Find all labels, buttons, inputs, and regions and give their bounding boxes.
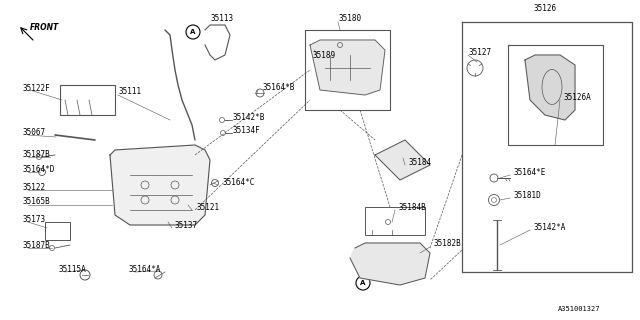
Polygon shape (350, 243, 430, 285)
Polygon shape (375, 140, 430, 180)
Text: 35122F: 35122F (22, 84, 50, 92)
Text: 35137: 35137 (174, 220, 197, 229)
Text: 35165B: 35165B (22, 197, 50, 206)
Text: 35067: 35067 (22, 127, 45, 137)
Text: A: A (360, 280, 365, 286)
Polygon shape (310, 40, 385, 95)
Text: 35115A: 35115A (58, 266, 86, 275)
Text: 35122: 35122 (22, 182, 45, 191)
Text: 35121: 35121 (196, 203, 219, 212)
Text: 35187B: 35187B (22, 149, 50, 158)
Text: 35182B: 35182B (433, 239, 461, 249)
Text: 35164*D: 35164*D (22, 164, 54, 173)
Text: 35126: 35126 (533, 4, 556, 12)
Text: 35113: 35113 (210, 13, 233, 22)
Text: 35164*C: 35164*C (222, 178, 254, 187)
Text: A351001327: A351001327 (557, 306, 600, 312)
Text: FRONT: FRONT (30, 23, 60, 32)
Text: 35164*E: 35164*E (513, 167, 545, 177)
Text: 35164*B: 35164*B (262, 83, 294, 92)
Text: 35173: 35173 (22, 215, 45, 225)
Bar (365, 207, 425, 235)
Text: 35134F: 35134F (232, 125, 260, 134)
Text: 35126A: 35126A (563, 92, 591, 101)
Bar (60, 85, 115, 115)
Text: 35127: 35127 (468, 47, 491, 57)
Polygon shape (525, 55, 575, 120)
Text: 35181D: 35181D (513, 190, 541, 199)
Text: 35164*A: 35164*A (128, 266, 161, 275)
Text: 35189: 35189 (312, 51, 335, 60)
Text: 35142*B: 35142*B (232, 113, 264, 122)
Bar (45, 222, 70, 240)
Text: 35187B: 35187B (22, 241, 50, 250)
Text: 35184B: 35184B (398, 203, 426, 212)
Text: 35180: 35180 (338, 13, 361, 22)
Polygon shape (110, 145, 210, 225)
Text: 35142*A: 35142*A (533, 222, 565, 231)
Text: 35111: 35111 (118, 86, 141, 95)
Text: A: A (190, 29, 196, 35)
Text: 35184: 35184 (408, 157, 431, 166)
